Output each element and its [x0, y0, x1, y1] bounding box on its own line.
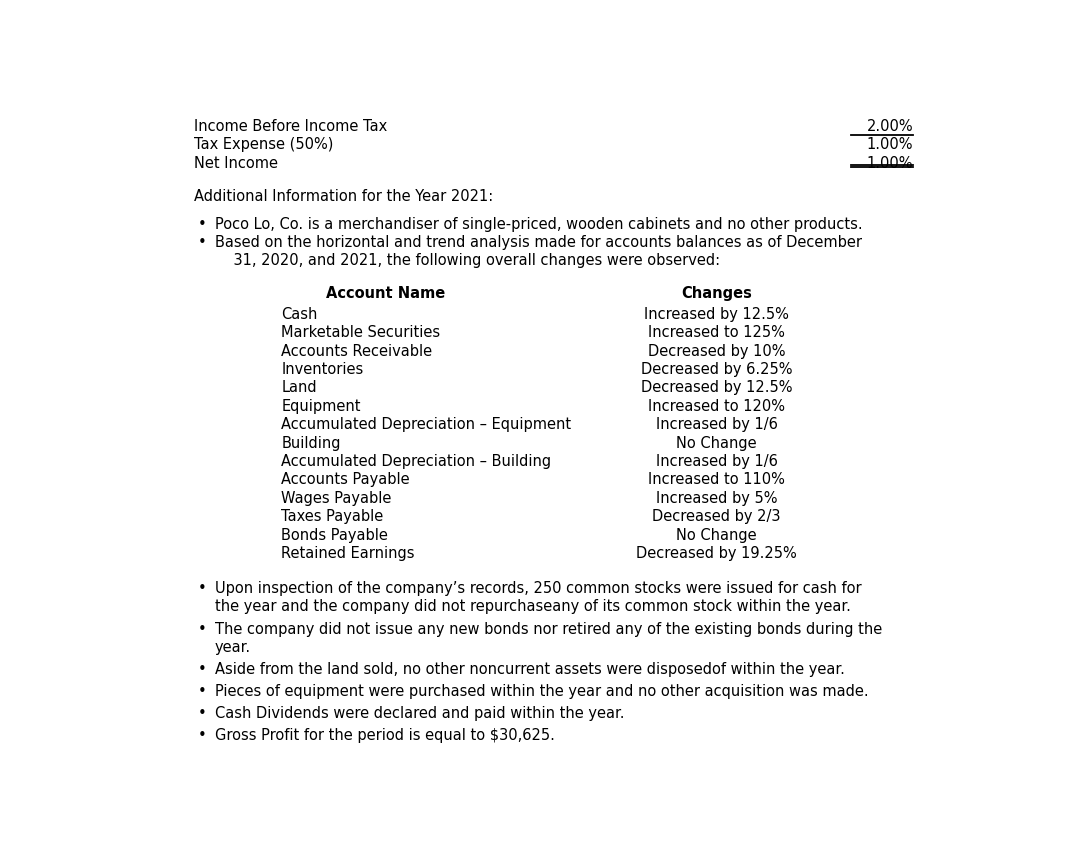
Text: Wages Payable: Wages Payable	[282, 490, 392, 505]
Text: Increased by 5%: Increased by 5%	[656, 490, 778, 505]
Text: Decreased by 2/3: Decreased by 2/3	[652, 508, 781, 524]
Text: Income Before Income Tax: Income Before Income Tax	[193, 119, 387, 134]
Text: Changes: Changes	[681, 286, 752, 301]
Text: Building: Building	[282, 435, 341, 450]
Text: Net Income: Net Income	[193, 155, 278, 171]
Text: Poco Lo, Co. is a merchandiser of single-priced, wooden cabinets and no other pr: Poco Lo, Co. is a merchandiser of single…	[215, 217, 862, 231]
Text: •: •	[198, 621, 206, 635]
Text: Accumulated Depreciation – Building: Accumulated Depreciation – Building	[282, 454, 552, 468]
Text: Taxes Payable: Taxes Payable	[282, 508, 383, 524]
Text: 1.00%: 1.00%	[867, 137, 914, 152]
Text: Bonds Payable: Bonds Payable	[282, 527, 389, 542]
Text: 1.00%: 1.00%	[867, 155, 914, 171]
Text: year.: year.	[215, 639, 251, 654]
Text: 31, 2020, and 2021, the following overall changes were observed:: 31, 2020, and 2021, the following overal…	[215, 253, 719, 268]
Text: Based on the horizontal and trend analysis made for accounts balances as of Dece: Based on the horizontal and trend analys…	[215, 235, 862, 250]
Text: Accumulated Depreciation – Equipment: Accumulated Depreciation – Equipment	[282, 417, 571, 432]
Text: Inventories: Inventories	[282, 362, 364, 376]
Text: Increased by 1/6: Increased by 1/6	[656, 454, 778, 468]
Text: The company did not issue any new bonds nor retired any of the existing bonds du: The company did not issue any new bonds …	[215, 621, 881, 635]
Text: •: •	[198, 683, 206, 699]
Text: Decreased by 6.25%: Decreased by 6.25%	[640, 362, 793, 376]
Text: Retained Earnings: Retained Earnings	[282, 545, 415, 560]
Text: Additional Information for the Year 2021:: Additional Information for the Year 2021…	[193, 189, 492, 204]
Text: Aside from the land sold, no other noncurrent assets were disposedof within the : Aside from the land sold, no other noncu…	[215, 661, 845, 676]
Text: Accounts Receivable: Accounts Receivable	[282, 343, 433, 358]
Text: •: •	[198, 235, 206, 250]
Text: •: •	[198, 728, 206, 742]
Text: Decreased by 10%: Decreased by 10%	[648, 343, 785, 358]
Text: Increased to 110%: Increased to 110%	[648, 472, 785, 487]
Text: Increased to 125%: Increased to 125%	[648, 325, 785, 339]
Text: Account Name: Account Name	[326, 286, 446, 301]
Text: •: •	[198, 217, 206, 231]
Text: the year and the company did not repurchaseany of its common stock within the ye: the year and the company did not repurch…	[215, 599, 850, 614]
Text: Cash Dividends were declared and paid within the year.: Cash Dividends were declared and paid wi…	[215, 705, 624, 721]
Text: Decreased by 19.25%: Decreased by 19.25%	[636, 545, 797, 560]
Text: •: •	[198, 705, 206, 721]
Text: Pieces of equipment were purchased within the year and no other acquisition was : Pieces of equipment were purchased withi…	[215, 683, 868, 699]
Text: Tax Expense (50%): Tax Expense (50%)	[193, 137, 333, 152]
Text: •: •	[198, 580, 206, 595]
Text: No Change: No Change	[676, 527, 757, 542]
Text: Decreased by 12.5%: Decreased by 12.5%	[640, 380, 793, 395]
Text: Increased by 12.5%: Increased by 12.5%	[645, 306, 789, 322]
Text: 2.00%: 2.00%	[867, 119, 914, 134]
Text: Gross Profit for the period is equal to $30,625.: Gross Profit for the period is equal to …	[215, 728, 554, 742]
Text: Increased by 1/6: Increased by 1/6	[656, 417, 778, 432]
Text: Cash: Cash	[282, 306, 318, 322]
Text: Increased to 120%: Increased to 120%	[648, 398, 785, 414]
Text: Accounts Payable: Accounts Payable	[282, 472, 410, 487]
Text: No Change: No Change	[676, 435, 757, 450]
Text: •: •	[198, 661, 206, 676]
Text: Equipment: Equipment	[282, 398, 361, 414]
Text: Land: Land	[282, 380, 318, 395]
Text: Upon inspection of the company’s records, 250 common stocks were issued for cash: Upon inspection of the company’s records…	[215, 580, 861, 595]
Text: Marketable Securities: Marketable Securities	[282, 325, 441, 339]
